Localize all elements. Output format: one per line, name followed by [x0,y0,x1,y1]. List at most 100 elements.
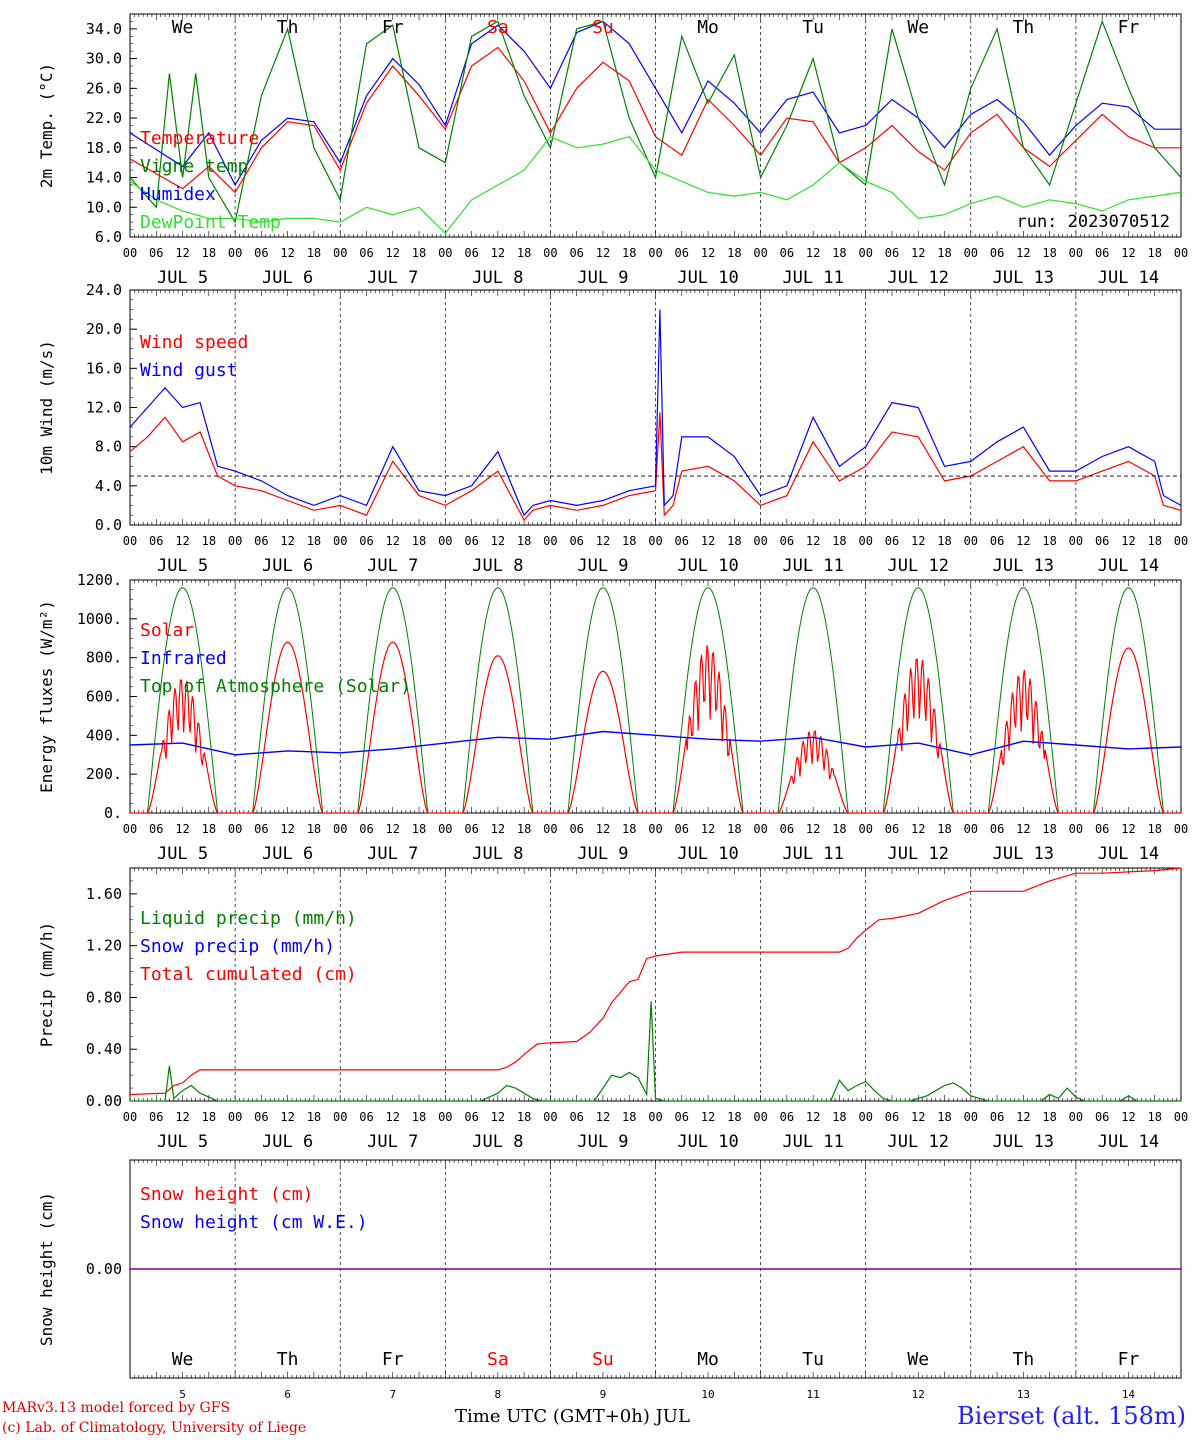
day-label: JUL 6 [262,1132,313,1152]
weekday-label: Mo [697,1349,719,1370]
hour-tick-label: 18 [832,246,846,260]
hour-tick-label: 12 [1016,246,1030,260]
legend-item: Humidex [140,184,216,205]
day-label: JUL 7 [367,556,418,576]
hour-tick-label: 12 [1121,822,1135,836]
hour-tick-label: 18 [727,534,741,548]
hour-tick-label: 06 [885,822,899,836]
hour-tick-label: 00 [1174,1110,1188,1124]
hour-tick-label: 06 [885,534,899,548]
hour-tick-label: 18 [1042,1110,1056,1124]
hour-tick-label: 06 [359,1110,373,1124]
day-number-label: 14 [1122,1388,1136,1401]
hour-tick-label: 12 [911,534,925,548]
day-label: JUL 13 [993,844,1054,864]
hour-tick-label: 18 [307,246,321,260]
hour-tick-label: 06 [149,246,163,260]
y-tick-label: 10.0 [86,198,122,216]
day-label: JUL 10 [677,1132,738,1152]
hour-tick-label: 12 [1121,1110,1135,1124]
hour-tick-label: 18 [937,246,951,260]
hour-tick-label: 06 [885,246,899,260]
hour-tick-label: 12 [491,246,505,260]
hour-tick-label: 00 [964,822,978,836]
hour-tick-label: 06 [885,1110,899,1124]
day-label: JUL 11 [782,844,843,864]
day-number-label: 5 [179,1388,186,1401]
hour-tick-label: 06 [569,1110,583,1124]
x-axis-title: Time UTC (GMT+0h) JUL [455,1406,690,1427]
series-line-dewpoint-temp [129,135,1182,235]
hour-tick-label: 12 [806,822,820,836]
hour-tick-label: 12 [491,534,505,548]
series-line-wind-speed [129,412,1182,522]
legend-item: Snow height (cm) [140,1184,313,1205]
hour-tick-label: 12 [175,534,189,548]
hour-tick-label: 18 [832,822,846,836]
hour-tick-label: 00 [228,534,242,548]
hour-tick-label: 18 [1147,822,1161,836]
hour-tick-label: 00 [543,822,557,836]
hour-tick-label: 00 [964,246,978,260]
legend-item: Wind gust [140,360,238,381]
hour-tick-label: 00 [543,534,557,548]
model-credit: MARv3.13 model forced by GFS [2,1400,231,1416]
y-tick-label: 0.0 [95,516,122,534]
weekday-label: Tu [802,17,824,38]
hour-tick-label: 06 [254,822,268,836]
hour-tick-label: 00 [858,534,872,548]
day-label: JUL 14 [1098,556,1159,576]
y-tick-label: 6.0 [95,228,122,246]
hour-tick-label: 18 [202,534,216,548]
day-label: JUL 5 [157,844,208,864]
legend-item: Snow precip (mm/h) [140,936,335,957]
hour-tick-label: 00 [333,822,347,836]
weekday-label: We [172,1349,194,1370]
hour-tick-label: 06 [464,822,478,836]
hour-tick-label: 12 [1121,534,1135,548]
hour-tick-label: 18 [412,1110,426,1124]
hour-tick-label: 00 [543,1110,557,1124]
hour-tick-label: 06 [1095,1110,1109,1124]
hour-tick-label: 00 [123,1110,137,1124]
hour-tick-label: 00 [228,1110,242,1124]
legend-item: Total cumulated (cm) [140,964,357,985]
legend-item: Solar [140,620,194,641]
hour-tick-label: 18 [622,534,636,548]
hour-tick-label: 06 [569,534,583,548]
legend-item: Vigne temp [140,156,248,177]
day-label: JUL 7 [367,1132,418,1152]
weekday-label: Mo [697,17,719,38]
day-label: JUL 5 [157,1132,208,1152]
hour-tick-label: 06 [990,1110,1004,1124]
day-label: JUL 11 [782,268,843,288]
hour-tick-label: 12 [280,1110,294,1124]
y-tick-label: 0.80 [86,988,122,1006]
hour-tick-label: 06 [675,246,689,260]
y-tick-label: 34.0 [86,20,122,38]
day-label: JUL 8 [472,268,523,288]
hour-tick-label: 12 [175,1110,189,1124]
hour-tick-label: 18 [202,246,216,260]
day-number-label: 11 [807,1388,820,1401]
hour-tick-label: 00 [333,246,347,260]
day-label: JUL 9 [577,268,628,288]
hour-tick-label: 00 [123,534,137,548]
hour-tick-label: 00 [648,822,662,836]
y-axis-label: Precip (mm/h) [37,922,56,1047]
hour-tick-label: 18 [1147,534,1161,548]
hour-tick-label: 12 [1016,534,1030,548]
hour-tick-label: 00 [438,1110,452,1124]
hour-tick-label: 00 [964,534,978,548]
weekday-label: Th [277,17,299,38]
hour-tick-label: 12 [596,246,610,260]
day-number-label: 12 [912,1388,925,1401]
solar-line [130,641,1181,814]
hour-tick-label: 06 [780,822,794,836]
hour-tick-label: 12 [1016,1110,1030,1124]
weekday-label: Su [592,1349,614,1370]
hour-tick-label: 12 [280,822,294,836]
hour-tick-label: 12 [701,246,715,260]
hour-tick-label: 12 [386,534,400,548]
